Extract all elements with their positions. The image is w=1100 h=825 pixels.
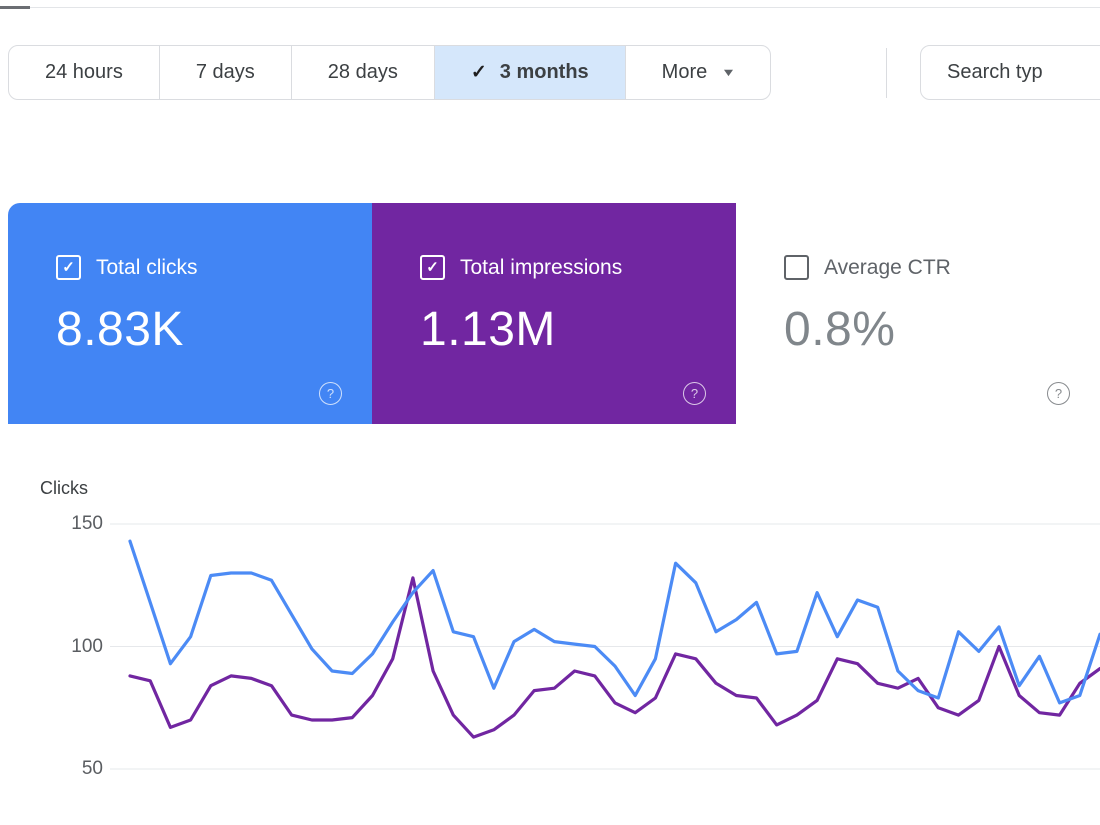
y-tick-50: 50 (81, 758, 103, 779)
chip-label: More (661, 61, 708, 83)
chip-28-days[interactable]: ✓ 28 days ▼ (290, 45, 435, 100)
metric-cards: ✓ Total clicks 8.83K ? ✓ Total impressio… (8, 203, 1100, 424)
metric-value: 0.8% (784, 303, 896, 356)
search-type-button[interactable]: Search typ (920, 45, 1100, 100)
metric-label: Total impressions (460, 255, 623, 279)
checkbox-icon[interactable]: ✓ (56, 255, 81, 280)
chip-more[interactable]: ✓ More ▼ (624, 45, 772, 100)
y-tick-150: 150 (71, 513, 103, 534)
help-icon[interactable]: ? (683, 382, 706, 405)
top-left-mark (0, 6, 30, 9)
card-head: ✓ Total impressions (420, 255, 736, 280)
card-head: ✓ Total clicks (56, 255, 372, 280)
chevron-down-icon: ▼ (721, 66, 737, 79)
chip-7-days[interactable]: ✓ 7 days ▼ (158, 45, 292, 100)
chip-label: 7 days (195, 61, 255, 83)
metric-card-total-impressions[interactable]: ✓ Total impressions 1.13M ? (372, 203, 736, 424)
checkbox-icon[interactable]: ✓ (784, 255, 809, 280)
filter-divider (886, 48, 887, 98)
metric-card-average-ctr[interactable]: ✓ Average CTR 0.8% ? (736, 203, 1100, 424)
search-type-label: Search typ (947, 61, 1043, 83)
chip-label: 24 hours (45, 61, 123, 83)
checkbox-icon[interactable]: ✓ (420, 255, 445, 280)
check-icon: ✓ (470, 62, 487, 83)
metric-label: Total clicks (96, 255, 198, 279)
chip-24-hours[interactable]: ✓ 24 hours ▼ (8, 45, 160, 100)
y-tick-100: 100 (71, 636, 103, 657)
help-icon[interactable]: ? (1047, 382, 1070, 405)
chart-axis-title-clicks: Clicks (40, 478, 88, 498)
metric-card-total-clicks[interactable]: ✓ Total clicks 8.83K ? (8, 203, 372, 424)
metric-value: 1.13M (420, 303, 556, 356)
chip-label: 28 days (327, 61, 398, 83)
date-range-filter: ✓ 24 hours ▼ ✓ 7 days ▼ ✓ 28 days ▼ ✓ 3 … (8, 45, 772, 100)
card-head: ✓ Average CTR (784, 255, 1100, 280)
metric-label: Average CTR (824, 255, 951, 279)
chip-label: 3 months (499, 61, 589, 83)
chip-3-months[interactable]: ✓ 3 months ▼ (433, 45, 626, 100)
help-icon[interactable]: ? (319, 382, 342, 405)
top-divider (0, 7, 1100, 8)
performance-line-chart[interactable] (110, 480, 1100, 825)
metric-value: 8.83K (56, 303, 184, 356)
